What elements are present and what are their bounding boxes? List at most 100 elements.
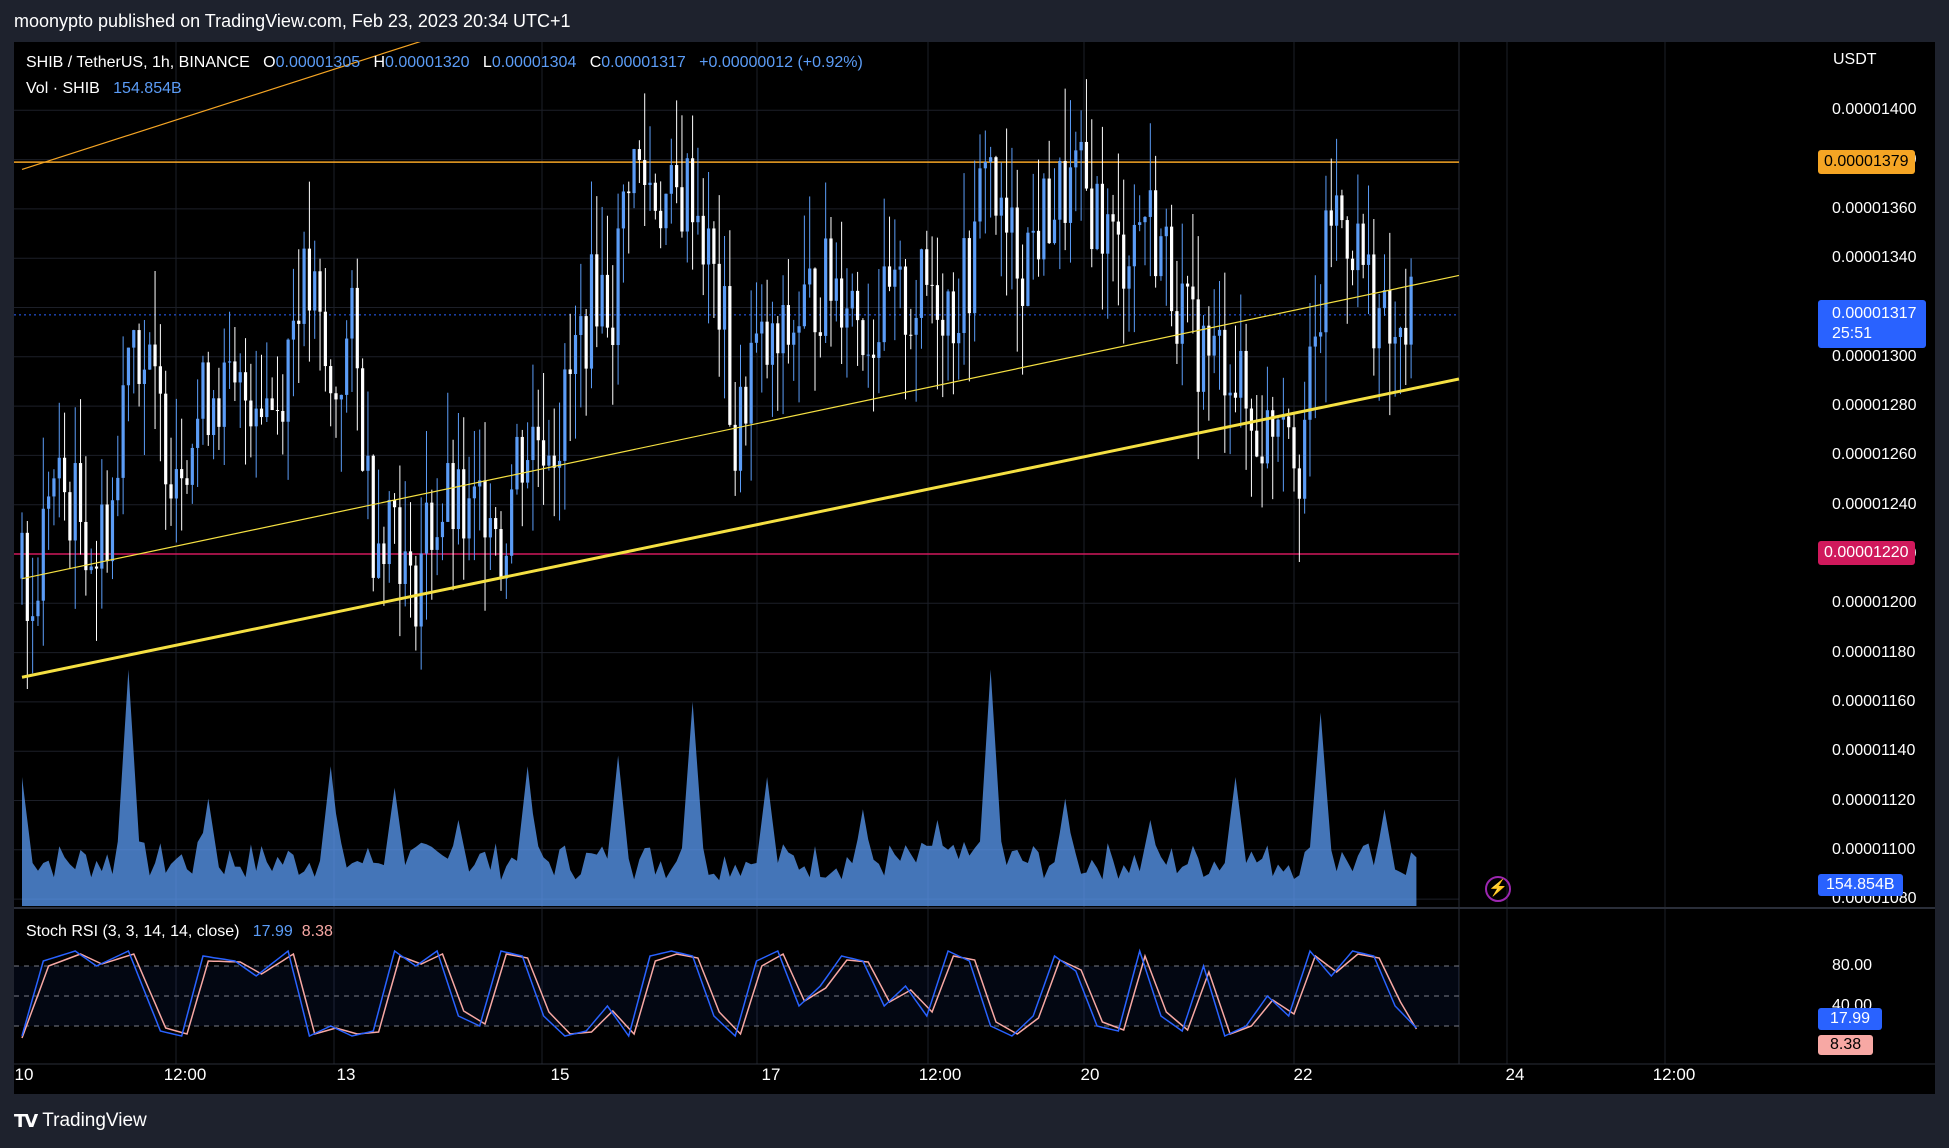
candle-body: [185, 478, 189, 485]
candle-body: [1255, 430, 1259, 457]
candle-body: [776, 323, 780, 354]
candle-body: [621, 191, 626, 229]
chart-svg[interactable]: [14, 42, 1935, 1094]
candle-body: [259, 408, 264, 418]
price-tick-label: 0.00001280: [1832, 397, 1917, 415]
candle-body: [1366, 254, 1371, 265]
candle-body: [701, 215, 705, 265]
candle-body: [1031, 230, 1035, 233]
price-tick-label: 0.00001200: [1832, 594, 1917, 612]
candle-body: [430, 502, 434, 550]
candle-body: [637, 149, 641, 161]
candle-body: [1191, 286, 1195, 300]
candle-body: [946, 291, 950, 336]
candle-body: [169, 484, 173, 499]
candle-body: [749, 342, 753, 424]
candle-body: [366, 455, 370, 471]
candle-body: [180, 469, 184, 479]
candle-body: [483, 480, 487, 538]
candle-body: [403, 551, 407, 584]
candle-body: [1404, 327, 1408, 345]
legend-o-value: 0.00001305: [275, 54, 361, 71]
candle-body: [238, 372, 242, 383]
time-tick-label: 20: [1080, 1065, 1100, 1084]
candle-body: [355, 287, 359, 369]
candle-body: [871, 354, 876, 358]
candle-body: [350, 287, 354, 339]
candle-body: [733, 424, 737, 471]
candle-body: [781, 305, 785, 354]
candle-body: [270, 398, 274, 411]
candle-body: [31, 616, 35, 621]
candle-body: [760, 321, 764, 334]
candle-body: [174, 469, 178, 499]
candle-body: [999, 197, 1003, 216]
candle-body: [1233, 392, 1238, 398]
price-tick-label: 0.00001360: [1832, 199, 1917, 217]
candle-body: [510, 489, 514, 556]
candle-body: [201, 362, 205, 419]
chart-area[interactable]: [14, 42, 1935, 1094]
candle-body: [1116, 221, 1120, 235]
candle-body: [1382, 290, 1387, 309]
candle-body: [552, 455, 556, 468]
horizontal-levels: [14, 161, 1459, 555]
time-tick-label: 24: [1505, 1065, 1525, 1084]
candle-body: [158, 366, 162, 394]
candle-body: [712, 228, 716, 264]
candle-body: [685, 158, 689, 232]
volume-series: [22, 669, 1417, 906]
candle-body: [121, 385, 125, 478]
tradingview-logo[interactable]: TV TradingView: [14, 1110, 147, 1132]
candle-body: [1138, 222, 1142, 225]
candle-body: [877, 342, 881, 358]
candle-body: [20, 532, 24, 579]
candle-body: [94, 566, 99, 569]
time-tick-label: 13: [336, 1065, 356, 1084]
candle-body: [254, 408, 258, 427]
candle-body: [845, 308, 849, 328]
candle-body: [222, 362, 226, 427]
price-tick-label: 0.00001180: [1832, 643, 1916, 661]
time-tick-label: 12:00: [918, 1065, 962, 1084]
tradingview-logo-text: TradingView: [42, 1110, 147, 1131]
stoch-series: [21, 948, 1418, 1039]
candle-body: [1212, 335, 1216, 356]
candle-body: [706, 228, 711, 265]
time-tick-label: 15: [550, 1065, 570, 1084]
candle-body: [1207, 325, 1211, 356]
lightning-icon[interactable]: ⚡: [1485, 876, 1511, 902]
candle-body: [1303, 419, 1307, 499]
candle-body: [1026, 232, 1030, 306]
candle-body: [930, 284, 934, 286]
candle-body: [834, 278, 838, 301]
time-tick-label: 12:00: [163, 1065, 207, 1084]
candle-body: [627, 191, 631, 194]
legend-l-value: 0.00001304: [491, 54, 577, 71]
candle-body: [909, 334, 913, 336]
candle-body: [1239, 350, 1243, 398]
candle-body: [1015, 207, 1019, 279]
bottom-bar: [0, 1094, 1949, 1148]
stoch-d-badge: 8.38: [1818, 1035, 1874, 1055]
tradingview-logo-icon: TV: [14, 1110, 38, 1132]
price-tick-label: 0.00001160: [1832, 692, 1916, 710]
candle-body: [1042, 178, 1046, 260]
stoch-tick-label: 80.00: [1832, 957, 1873, 974]
candle-body: [1100, 183, 1105, 254]
candle-body: [994, 157, 998, 216]
candle-body: [233, 361, 237, 383]
candle-body: [132, 330, 136, 348]
legend-c-label: C: [589, 54, 602, 71]
legend-volume: Vol · SHIB 154.854B: [26, 80, 182, 98]
candle-body: [680, 187, 684, 232]
candle-body: [818, 332, 822, 336]
candle-body: [446, 463, 450, 522]
candle-body: [25, 532, 29, 621]
candle-body: [568, 369, 572, 375]
candle-body: [659, 210, 663, 229]
trendline-lower-support: [21, 377, 1460, 679]
candle-body: [1228, 392, 1232, 396]
candle-body: [478, 480, 482, 487]
candle-body: [531, 426, 535, 461]
